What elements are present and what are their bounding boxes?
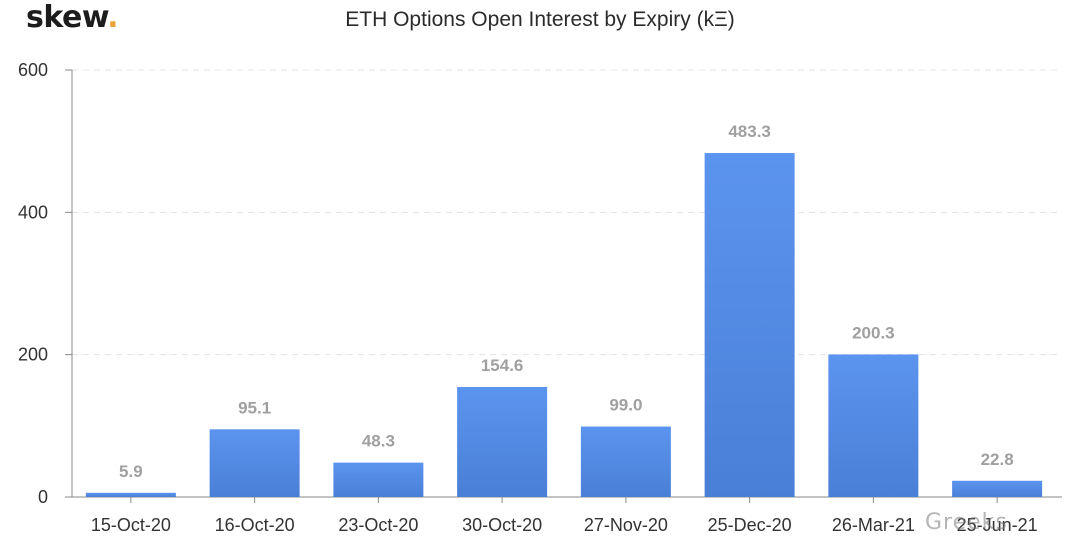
y-tick-label: 200 [18,345,48,365]
x-tick-labels: 15-Oct-20 16-Oct-20 23-Oct-20 30-Oct-20 27-N… [91,497,1038,535]
data-label: 99.0 [609,396,642,415]
y-tick-labels: 0 200 400 600 [18,60,72,507]
bars [85,153,1043,497]
x-tick-label: 26-Mar-21 [832,515,915,535]
bar-16-oct-20 [209,429,300,497]
y-tick-label: 600 [18,60,48,80]
bar-25-jun-21 [952,480,1043,497]
x-tick-label: 16-Oct-20 [215,515,295,535]
data-label: 200.3 [852,323,895,342]
x-tick-label: 25-Dec-20 [708,515,792,535]
logo-text: skew [26,0,108,35]
data-label: 5.9 [119,462,143,481]
y-tick-label: 0 [38,487,48,507]
logo-dot: . [107,0,119,35]
x-tick-label: 27-Nov-20 [584,515,668,535]
x-tick-label: 25-Jun-21 [957,515,1038,535]
data-label: 483.3 [728,122,771,141]
x-tick-label: 30-Oct-20 [462,515,542,535]
data-label: 154.6 [481,356,524,375]
bar-30-oct-20 [457,386,548,497]
bar-23-oct-20 [333,462,424,497]
data-label: 48.3 [362,432,395,451]
data-label: 95.1 [238,398,271,417]
bar-25-dec-20 [704,153,795,497]
data-labels: 5.9 95.1 48.3 154.6 99.0 483.3 200.3 22.8 [119,122,1014,481]
grid-lines [72,69,1062,356]
bar-27-nov-20 [580,426,671,497]
bar-15-oct-20 [85,492,176,497]
x-tick-label: 23-Oct-20 [338,515,418,535]
x-tick-label: 15-Oct-20 [91,515,171,535]
chart-title: ETH Options Open Interest by Expiry (kΞ) [345,8,735,31]
skew-logo: skew. [26,0,119,35]
y-tick-label: 400 [18,202,48,222]
bar-26-mar-21 [828,354,919,497]
watermark-text: Greeks [925,510,1008,535]
data-label: 22.8 [981,450,1014,469]
